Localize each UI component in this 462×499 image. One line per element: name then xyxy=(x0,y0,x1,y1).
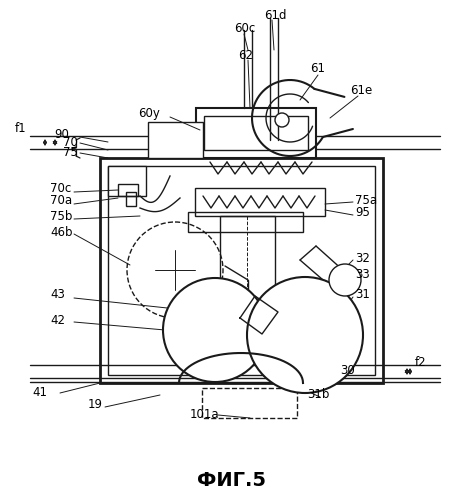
Text: 62: 62 xyxy=(238,48,253,61)
Bar xyxy=(196,108,316,158)
Text: 75: 75 xyxy=(63,147,78,160)
Text: 30: 30 xyxy=(340,363,355,377)
Text: 70c: 70c xyxy=(50,182,71,195)
Text: ФИГ.5: ФИГ.5 xyxy=(196,471,266,490)
Text: 19: 19 xyxy=(88,399,103,412)
Text: 70a: 70a xyxy=(50,194,72,207)
Bar xyxy=(108,166,375,375)
Text: f2: f2 xyxy=(415,356,426,369)
Circle shape xyxy=(163,278,267,382)
Bar xyxy=(204,116,308,150)
Text: 46b: 46b xyxy=(50,226,73,239)
Text: 61: 61 xyxy=(310,61,325,74)
Text: 75a: 75a xyxy=(355,194,377,207)
Bar xyxy=(118,184,138,196)
Bar xyxy=(195,188,325,216)
Text: 41: 41 xyxy=(32,387,47,400)
Text: 75b: 75b xyxy=(50,211,73,224)
Circle shape xyxy=(275,113,289,127)
Text: 60y: 60y xyxy=(138,106,160,119)
Text: 43: 43 xyxy=(50,288,65,301)
Bar xyxy=(100,158,383,383)
Bar xyxy=(188,212,303,232)
Text: 101a: 101a xyxy=(190,409,219,422)
Text: 70: 70 xyxy=(63,137,78,150)
Text: 31: 31 xyxy=(355,288,370,301)
Text: f1: f1 xyxy=(15,121,27,135)
Text: 31b: 31b xyxy=(307,389,329,402)
Circle shape xyxy=(247,277,363,393)
Bar xyxy=(202,388,297,418)
Text: 60c: 60c xyxy=(234,21,255,34)
Polygon shape xyxy=(240,296,278,334)
Text: 90: 90 xyxy=(54,129,69,142)
Bar xyxy=(126,192,136,206)
Text: 42: 42 xyxy=(50,313,65,326)
Circle shape xyxy=(329,264,361,296)
Text: 33: 33 xyxy=(355,267,370,280)
Text: 61d: 61d xyxy=(264,8,286,21)
Bar xyxy=(220,216,275,331)
Text: 95: 95 xyxy=(355,207,370,220)
Text: 32: 32 xyxy=(355,251,370,264)
Bar xyxy=(148,122,203,158)
Text: 61e: 61e xyxy=(350,83,372,96)
Bar xyxy=(108,166,146,196)
